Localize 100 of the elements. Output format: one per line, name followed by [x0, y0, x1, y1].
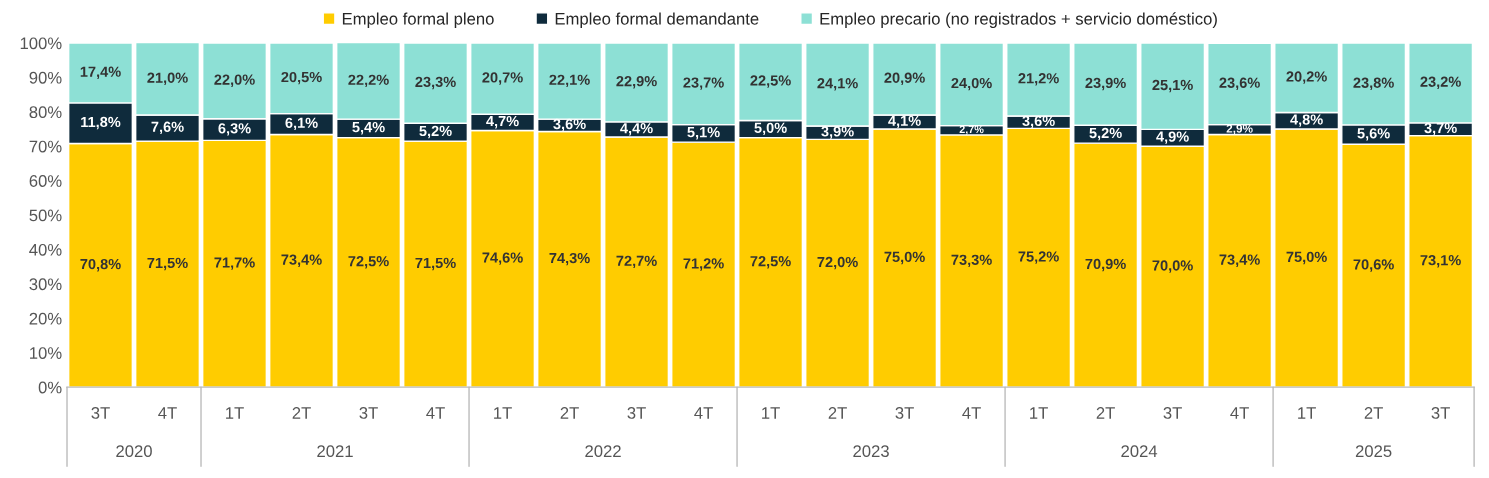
data-label: 5,6%: [1357, 128, 1390, 141]
x-tick-label: 4T: [694, 407, 713, 419]
x-tick-label: 1T: [494, 407, 512, 419]
x-tick-label: 3T: [895, 407, 914, 419]
x-tick-label: 4T: [158, 407, 177, 419]
x-tick-label: 2T: [1096, 407, 1115, 419]
y-tick-label: 80%: [29, 106, 62, 119]
data-label: 70,8%: [80, 258, 121, 272]
data-label: 22,2%: [348, 74, 389, 88]
data-label: 20,9%: [884, 72, 925, 86]
data-label: 71,5%: [147, 257, 188, 271]
data-label: 4,9%: [1156, 131, 1189, 144]
data-label: 70,6%: [1353, 259, 1394, 272]
x-tick-label: 2T: [828, 407, 847, 419]
data-label: 22,9%: [616, 76, 657, 89]
data-label: 73,1%: [1420, 254, 1461, 268]
data-label: 24,1%: [817, 78, 858, 91]
x-tick-label: 3T: [627, 407, 646, 419]
data-label: 73,4%: [281, 254, 322, 267]
data-label: 71,5%: [415, 257, 456, 271]
y-tick-label: 60%: [29, 175, 62, 187]
data-label: 5,1%: [687, 126, 720, 140]
data-label: 3,7%: [1424, 122, 1457, 136]
data-label: 73,3%: [951, 254, 992, 268]
data-label: 2,9%: [1226, 124, 1253, 135]
x-tick-label: 1T: [1298, 407, 1316, 419]
text: 2021: [317, 445, 353, 458]
text: 2020: [116, 445, 152, 458]
data-label: 75,2%: [1018, 251, 1059, 264]
x-tick-label: 4T: [1230, 407, 1249, 419]
text: 2022: [585, 445, 621, 458]
x-tick-label: 1T: [1030, 407, 1048, 419]
y-tick-label: 20%: [29, 312, 62, 325]
data-label: 72,5%: [348, 256, 389, 269]
data-label: 74,6%: [482, 252, 523, 265]
data-label: 22,1%: [549, 74, 590, 88]
data-label: 23,2%: [1420, 76, 1461, 89]
data-label: 7,6%: [151, 121, 184, 135]
x-tick-label: 4T: [426, 407, 445, 419]
x-tick-label: 2T: [1364, 407, 1383, 419]
data-label: 22,0%: [214, 74, 255, 87]
data-label: 25,1%: [1152, 79, 1193, 93]
data-label: 4,4%: [620, 123, 653, 136]
data-label: 70,9%: [1085, 258, 1126, 272]
x-tick-label: 3T: [1431, 407, 1450, 419]
data-label: 5,0%: [754, 122, 787, 136]
x-tick-label: 1T: [762, 407, 780, 419]
y-tick-label: 50%: [29, 209, 62, 222]
data-label: 21,0%: [147, 72, 188, 86]
x-tick-label: 3T: [1163, 407, 1182, 419]
data-label: 3,6%: [553, 118, 586, 132]
data-label: 72,5%: [750, 256, 791, 269]
data-label: 20,5%: [281, 71, 322, 85]
data-label: 23,8%: [1353, 77, 1394, 90]
text: 2024: [1121, 445, 1158, 458]
data-label: 72,0%: [817, 256, 858, 270]
data-label: 23,3%: [415, 76, 456, 90]
data-label: 20,2%: [1286, 71, 1327, 84]
data-label: 24,0%: [951, 77, 992, 91]
data-label: 70,0%: [1152, 260, 1193, 273]
text: 2025: [1355, 445, 1392, 458]
x-tick-label: 2T: [560, 407, 579, 419]
data-label: 20,7%: [482, 72, 523, 85]
data-label: 21,2%: [1018, 73, 1059, 86]
data-label: 3,6%: [1022, 115, 1055, 129]
data-label: 74,3%: [549, 252, 590, 266]
data-label: 23,9%: [1085, 77, 1126, 91]
data-label: 72,7%: [616, 255, 657, 269]
data-label: 4,1%: [888, 115, 921, 129]
data-label: 6,3%: [218, 123, 251, 136]
y-tick-label: 10%: [30, 347, 62, 359]
data-label: 73,4%: [1219, 254, 1260, 267]
data-label: 5,4%: [352, 122, 385, 135]
data-label: 71,7%: [214, 257, 255, 270]
data-label: 11,8%: [81, 116, 121, 130]
data-label: 3,9%: [821, 126, 854, 139]
data-label: 71,2%: [683, 258, 724, 271]
data-label: 23,7%: [683, 77, 724, 90]
data-label: 17,4%: [80, 66, 121, 79]
text: 2023: [853, 445, 889, 458]
x-tick-label: 1T: [226, 407, 244, 419]
legend-label: Empleo formal pleno: [342, 12, 494, 29]
data-label: 75,0%: [884, 251, 925, 265]
x-tick-label: 3T: [91, 407, 110, 419]
data-label: 75,0%: [1286, 251, 1327, 265]
y-tick-label: 30%: [29, 278, 62, 291]
y-tick-label: 100%: [20, 37, 62, 50]
x-tick-label: 2T: [292, 407, 311, 419]
y-tick-label: 90%: [29, 71, 62, 84]
data-label: 5,2%: [419, 125, 452, 139]
x-tick-label: 4T: [962, 407, 981, 419]
data-label: 22,5%: [750, 75, 791, 88]
data-label: 23,6%: [1219, 77, 1260, 90]
data-label: 4,8%: [1290, 114, 1323, 127]
data-label: 4,7%: [486, 115, 519, 129]
y-tick-label: 0%: [38, 381, 62, 394]
y-tick-label: 40%: [29, 243, 62, 256]
data-label: 6,1%: [285, 117, 318, 131]
legend-label: Empleo formal demandante: [555, 12, 759, 29]
x-tick-label: 3T: [359, 407, 378, 419]
